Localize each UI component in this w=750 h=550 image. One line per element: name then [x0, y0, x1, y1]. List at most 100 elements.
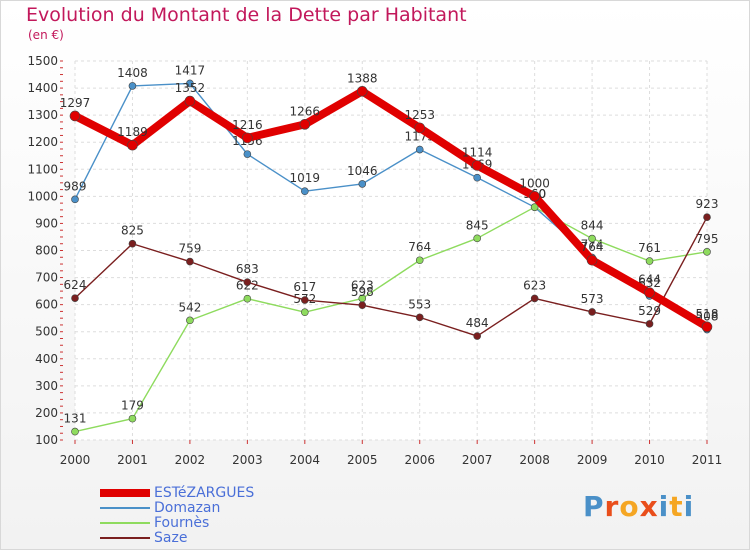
x-tick-label: 2003 — [232, 453, 263, 467]
data-point — [645, 320, 654, 328]
data-point — [242, 132, 253, 144]
data-label: 845 — [466, 218, 489, 232]
data-point — [415, 145, 424, 154]
legend-item: ESTéZARGUES — [100, 484, 255, 501]
data-point — [530, 294, 539, 303]
data-label: 795 — [696, 232, 719, 246]
data-point — [471, 160, 483, 171]
data-label: 1417 — [175, 63, 206, 77]
data-label: 529 — [638, 304, 661, 318]
data-label: 683 — [236, 262, 259, 276]
y-tick-label: 500 — [35, 325, 58, 339]
data-label: 617 — [293, 280, 316, 294]
data-label: 623 — [351, 278, 374, 292]
data-point — [358, 180, 367, 188]
x-tick-label: 2005 — [347, 453, 378, 467]
data-label: 1388 — [347, 71, 378, 85]
logo-letter: x — [639, 490, 659, 523]
data-point — [588, 234, 596, 243]
x-tick-label: 2000 — [60, 453, 91, 467]
data-label: 1266 — [290, 104, 321, 118]
data-point — [415, 256, 424, 265]
x-tick-label: 2001 — [117, 453, 148, 467]
legend-label: Domazan — [154, 499, 221, 516]
y-tick-label: 600 — [35, 298, 58, 312]
data-point — [186, 316, 194, 325]
data-label: 1253 — [404, 108, 435, 122]
data-point — [301, 187, 309, 196]
data-label: 484 — [466, 316, 489, 330]
legend-swatch — [100, 521, 150, 524]
data-label: 1019 — [290, 171, 321, 185]
data-label: 542 — [178, 300, 201, 314]
legend-item: Fournès — [100, 515, 254, 531]
y-tick-label: 200 — [35, 406, 58, 420]
data-point — [530, 203, 539, 211]
series-line — [74, 206, 708, 433]
data-label: 1216 — [232, 118, 263, 132]
series-line — [71, 87, 711, 331]
logo-letter: t — [669, 490, 684, 523]
data-label: 825 — [121, 224, 144, 238]
data-label: 553 — [408, 297, 431, 311]
x-tick-label: 2002 — [175, 453, 206, 467]
y-tick-label: 700 — [35, 271, 58, 285]
data-point — [243, 150, 252, 158]
data-point — [414, 122, 426, 134]
data-label: 1352 — [175, 81, 206, 95]
series-line — [74, 216, 708, 337]
data-point — [301, 308, 309, 317]
data-point — [128, 82, 137, 90]
data-point — [473, 234, 481, 243]
data-point — [473, 173, 481, 182]
x-tick-label: 2008 — [519, 453, 550, 467]
data-label: 644 — [638, 273, 661, 287]
data-label: 761 — [638, 241, 661, 255]
data-point — [243, 278, 252, 286]
data-label: 759 — [178, 242, 201, 256]
data-point — [243, 294, 252, 303]
y-tick-label: 1200 — [27, 135, 58, 149]
data-point — [588, 308, 596, 316]
x-tick-label: 2006 — [404, 453, 435, 467]
logo-letter: r — [604, 490, 620, 523]
data-point — [127, 139, 138, 151]
data-point — [586, 254, 598, 266]
legend-swatch — [100, 536, 150, 539]
data-label: 923 — [696, 197, 719, 211]
legend-label: ESTéZARGUES — [154, 484, 255, 501]
data-label: 764 — [408, 240, 431, 254]
data-point — [184, 95, 196, 107]
logo-letter: i — [658, 490, 670, 523]
x-tick-label: 2004 — [290, 453, 321, 467]
plot-area — [75, 61, 707, 440]
legend-swatch — [100, 488, 150, 497]
y-tick-label: 300 — [35, 379, 58, 393]
data-point — [358, 301, 367, 309]
data-point — [529, 191, 540, 202]
data-point — [69, 110, 81, 122]
data-label: 1297 — [60, 96, 91, 110]
chart-subtitle: (en €) — [28, 28, 64, 42]
data-point — [128, 239, 137, 248]
data-label: 1189 — [117, 125, 148, 139]
legend-item: Saze — [100, 529, 254, 546]
data-label: 989 — [64, 179, 87, 193]
legend-item: Domazan — [100, 499, 254, 516]
data-point — [645, 257, 654, 265]
data-point — [301, 296, 309, 304]
data-point — [299, 119, 311, 130]
data-point — [703, 213, 711, 222]
y-tick-label: 900 — [35, 216, 58, 230]
x-tick-label: 2007 — [462, 453, 493, 467]
data-point — [644, 287, 655, 299]
chart-legend: ESTéZARGUES Domazan Fournès Saze — [100, 484, 255, 546]
data-label: 1046 — [347, 164, 378, 178]
y-tick-label: 1400 — [27, 81, 58, 95]
legend-label: Saze — [154, 529, 188, 546]
data-label: 1000 — [519, 176, 550, 190]
data-label: 598 — [351, 285, 374, 299]
y-tick-label: 1100 — [27, 162, 58, 176]
x-tick-label: 2011 — [692, 453, 723, 467]
